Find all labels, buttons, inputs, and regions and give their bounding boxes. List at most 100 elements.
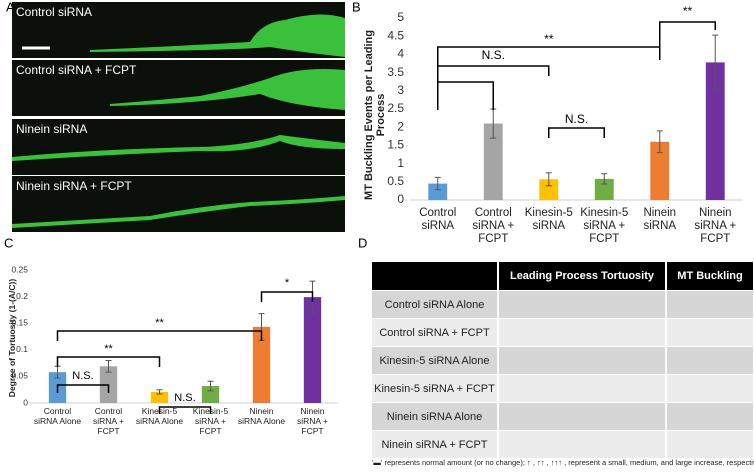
icon-cell: [374, 263, 667, 375]
micrograph: Ninein siRNA + FCPT: [12, 176, 345, 232]
icon-cell: [374, 263, 667, 431]
row-label: Control siRNA Alone: [372, 290, 499, 319]
y-tick-label: 5: [397, 10, 404, 24]
y-tick-label: 1: [397, 156, 404, 170]
error-bar: [712, 34, 719, 91]
image-label: Control siRNA: [16, 5, 92, 19]
change-icon: [374, 263, 392, 285]
y-tick-label: 2.5: [387, 101, 404, 115]
table-row: Ninein siRNA + FCPT: [372, 263, 754, 458]
y-tick-label: 0.1: [16, 344, 28, 354]
row-label: Ninein siRNA Alone: [372, 402, 499, 431]
significance-bracket: [56, 356, 161, 367]
icon-group: [374, 263, 665, 402]
error-bar: [601, 173, 608, 185]
panel-label: D: [358, 235, 367, 250]
panel-label: A: [6, 0, 15, 14]
significance-bracket: [437, 81, 494, 110]
bar: [705, 62, 725, 200]
x-tick-label: Control siRNA: [419, 207, 457, 233]
neuron-signal: [12, 135, 345, 161]
icon-cell: [373, 271, 667, 319]
icon-cell: [374, 263, 667, 403]
significance-bracket: [437, 65, 550, 110]
image-label: Ninein siRNA: [16, 122, 87, 136]
bar: [428, 183, 448, 200]
icon-cell: [374, 263, 754, 458]
y-tick-label: 0: [23, 397, 28, 407]
icon-cell: [373, 271, 754, 403]
significance-bracket: [158, 406, 212, 414]
x-tick-label: Ninein siRNA: [643, 207, 677, 233]
x-tick-label: Kinesin-5 siRNA Alone: [135, 406, 184, 426]
error-bar: [545, 172, 552, 187]
icon-group: [374, 263, 665, 374]
icon-group: [374, 263, 665, 458]
neuron-signal: [12, 196, 345, 228]
significance-label: **: [683, 4, 693, 18]
x-tick-label: Control siRNA + FCPT: [472, 207, 515, 246]
y-tick-label: 0.25: [11, 264, 28, 274]
x-tick-label: Control siRNA Alone: [33, 406, 82, 426]
panel-label: C: [4, 235, 13, 250]
neuron-signal: [110, 69, 345, 110]
significance-label: N.S.: [565, 112, 588, 126]
error-bar: [105, 359, 112, 373]
icon-cell: [373, 271, 754, 319]
icon-cell: [374, 263, 754, 431]
icon-group: [374, 263, 753, 430]
y-tick-label: 4: [397, 47, 404, 61]
significance-label: N.S.: [72, 370, 93, 382]
significance-bracket: [659, 21, 716, 60]
x-tick-label: Kinesin-5 siRNA + FCPT: [192, 406, 229, 436]
bar: [594, 178, 614, 200]
y-tick-label: 3.5: [387, 65, 404, 79]
micrograph: Control siRNA: [12, 2, 345, 58]
icon-group: [373, 271, 753, 318]
table-row: Kinesin-5 siRNA Alone: [372, 263, 754, 375]
bar: [650, 141, 670, 200]
y-tick-label: 0: [397, 192, 404, 206]
row-label: Control siRNA + FCPT: [372, 318, 499, 347]
table-row: Control siRNA + FCPT: [372, 263, 754, 347]
y-tick-label: 0.5: [387, 174, 404, 188]
error-bar: [207, 380, 214, 392]
panel-label: B: [352, 0, 361, 14]
summary-table: Leading Process Tortuosity MT Buckling C…: [372, 262, 754, 458]
icon-group: [374, 263, 665, 346]
bar: [483, 123, 503, 200]
x-tick-label: Control siRNA + FCPT: [93, 406, 124, 436]
error-bar: [434, 176, 441, 191]
significance-label: N.S.: [482, 48, 505, 62]
table-row: Kinesin-5 siRNA + FCPT: [372, 263, 754, 403]
icon-group: [374, 263, 665, 430]
y-tick-label: 3: [397, 83, 404, 97]
significance-label: **: [104, 343, 113, 355]
icon-group: [374, 263, 753, 346]
y-axis-label: MT Buckling Events per Leading Process: [363, 30, 387, 200]
x-tick-label: Ninein siRNA Alone: [237, 406, 286, 426]
neuron-signal: [90, 14, 345, 58]
icon-cell: [374, 263, 667, 458]
error-bar: [656, 130, 663, 154]
significance-label: **: [544, 32, 554, 46]
significance-bracket: [437, 46, 661, 67]
x-tick-label: Ninein siRNA + FCPT: [297, 406, 328, 436]
icon-group: [373, 271, 753, 402]
bar: [252, 326, 271, 403]
bar: [201, 385, 220, 403]
row-label: Kinesin-5 siRNA + FCPT: [372, 374, 499, 403]
icon-cell: [374, 263, 667, 347]
y-tick-label: 0.15: [11, 317, 28, 327]
significance-label: N.S.: [174, 392, 195, 404]
micrograph: Ninein siRNA: [12, 119, 345, 175]
error-bar: [156, 389, 163, 395]
y-tick-label: 2: [397, 119, 404, 133]
y-tick-label: 0.05: [11, 371, 28, 381]
significance-label: **: [155, 317, 164, 329]
y-axis-label: Degree of Tortuosity (1-(A/C)): [7, 278, 17, 398]
icon-cell: [373, 271, 754, 375]
significance-bracket: [56, 384, 110, 393]
